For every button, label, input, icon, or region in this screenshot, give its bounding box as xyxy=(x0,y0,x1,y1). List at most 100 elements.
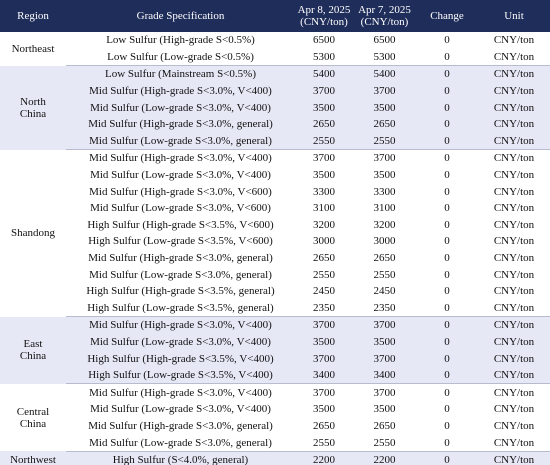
grade-cell: High Sulfur (High-grade S<3.5%, V<400) xyxy=(66,350,295,367)
value-cell: CNY/ton xyxy=(493,235,535,248)
value-cell: CNY/ton xyxy=(478,333,550,351)
grade-cell: Mid Sulfur (Low-grade S<3.0%, V<400) xyxy=(66,99,295,116)
value-cell: CNY/ton xyxy=(493,169,535,182)
value-cell: 0 xyxy=(444,252,450,265)
value-cell: 2650 xyxy=(373,252,396,265)
value-cell: 3400 xyxy=(353,366,416,385)
grade-cell: Mid Sulfur (Low-grade S<3.0%, general) xyxy=(89,268,272,281)
value-cell: 2650 xyxy=(313,419,335,432)
header-cell: Apr 8, 2025 (CNY/ton) xyxy=(295,0,353,32)
value-cell: 0 xyxy=(444,218,450,231)
value-cell: 5300 xyxy=(353,48,416,67)
header-cell: Unit xyxy=(478,0,550,32)
value-cell: CNY/ton xyxy=(493,285,535,298)
value-cell: 0 xyxy=(416,434,478,452)
table-row: High Sulfur (High-grade S<3.5%, V<400) 37… xyxy=(0,350,550,367)
value-cell: 0 xyxy=(416,99,478,116)
grade-cell: High Sulfur (High-grade S<3.5%, general) xyxy=(86,285,275,298)
value-cell: 2550 xyxy=(313,268,335,281)
value-cell: CNY/ton xyxy=(478,99,550,116)
value-cell: 3500 xyxy=(373,169,396,182)
value-cell: 3700 xyxy=(295,350,353,367)
value-cell: 2450 xyxy=(373,285,396,298)
value-cell: 3300 xyxy=(313,185,335,198)
value-cell: 3500 xyxy=(353,333,416,351)
value-cell: 0 xyxy=(444,403,450,416)
table-row: Mid Sulfur (Low-grade S<3.0%, V<400) 3500… xyxy=(0,99,550,116)
value-cell: 3700 xyxy=(295,316,353,334)
value-cell: CNY/ton xyxy=(493,34,535,47)
table-row: Low Sulfur (Low-grade S<0.5%) 5300 5300 0 CN… xyxy=(0,48,550,67)
value-cell: 3100 xyxy=(373,202,396,215)
grade-cell: Mid Sulfur (Low-grade S<3.0%, V<600) xyxy=(90,202,271,215)
region-cell: Shandong xyxy=(11,227,55,240)
value-cell: 3500 xyxy=(313,169,335,182)
grade-cell: Mid Sulfur (High-grade S<3.0%, general) xyxy=(88,419,273,432)
value-cell: 0 xyxy=(444,34,450,47)
value-cell: 2350 xyxy=(353,299,416,318)
table-row: High Sulfur (Low-grade S<3.5%, general) 2… xyxy=(0,299,550,318)
region-cell: Central China xyxy=(16,405,50,430)
grade-cell: Mid Sulfur (High-grade S<3.0%, V<400) xyxy=(66,82,295,100)
grade-cell: High Sulfur (Low-grade S<3.5%, V<600) xyxy=(88,235,273,248)
value-cell: 3700 xyxy=(313,386,335,399)
value-cell: 0 xyxy=(444,268,450,281)
value-cell: CNY/ton xyxy=(493,202,535,215)
region-cell: North China xyxy=(0,65,66,150)
grade-cell: High Sulfur (Low-grade S<3.5%, general) xyxy=(66,299,295,318)
value-cell: CNY/ton xyxy=(478,132,550,151)
value-cell: CNY/ton xyxy=(478,48,550,67)
value-cell: 0 xyxy=(444,202,450,215)
table-row: Mid Sulfur (High-grade S<3.0%, general) 2… xyxy=(0,418,550,435)
value-cell: 3700 xyxy=(353,82,416,100)
value-cell: 0 xyxy=(416,366,478,385)
value-cell: 0 xyxy=(416,65,478,83)
header-row: Region Grade Specification Apr 8, 2025 (CN… xyxy=(0,0,550,32)
value-cell: 2550 xyxy=(353,132,416,151)
value-cell: CNY/ton xyxy=(478,115,550,133)
value-cell: CNY/ton xyxy=(493,419,535,432)
value-cell: 0 xyxy=(444,235,450,248)
table-row: East China Mid Sulfur (High-grade S<3.0%,… xyxy=(0,316,550,384)
region-cell: East China xyxy=(0,316,66,384)
value-cell: CNY/ton xyxy=(478,316,550,334)
value-cell: 0 xyxy=(416,132,478,151)
grade-cell: High Sulfur (S<4.0%, general) xyxy=(66,451,295,465)
grade-cell: Low Sulfur (Mainstream S<0.5%) xyxy=(66,65,295,83)
grade-cell: Mid Sulfur (Low-grade S<3.0%, V<400) xyxy=(90,169,271,182)
value-cell: CNY/ton xyxy=(493,386,535,399)
value-cell: 0 xyxy=(416,350,478,367)
value-cell: 5300 xyxy=(295,48,353,67)
table-row: Mid Sulfur (High-grade S<3.0%, general) 2… xyxy=(0,250,550,267)
value-cell: 2550 xyxy=(353,434,416,452)
grade-cell: High Sulfur (High-grade S<3.5%, V<600) xyxy=(87,218,274,231)
value-cell: 2350 xyxy=(295,299,353,318)
value-cell: CNY/ton xyxy=(478,434,550,452)
grade-cell: Mid Sulfur (High-grade S<3.0%, general) xyxy=(88,252,273,265)
value-cell: 3500 xyxy=(295,99,353,116)
table-row: High Sulfur (High-grade S<3.5%, V<600) 32… xyxy=(0,217,550,234)
value-cell: 3700 xyxy=(313,152,335,165)
grade-cell: High Sulfur (Low-grade S<3.5%, V<400) xyxy=(66,366,295,385)
value-cell: CNY/ton xyxy=(493,268,535,281)
value-cell: 2550 xyxy=(295,132,353,151)
grade-cell: Mid Sulfur (Low-grade S<3.0%, general) xyxy=(66,132,295,151)
value-cell: 0 xyxy=(444,152,450,165)
value-cell: 2650 xyxy=(353,115,416,133)
value-cell: 2550 xyxy=(295,434,353,452)
table-row: Mid Sulfur (Low-grade S<3.0%, V<400) 3500… xyxy=(0,167,550,184)
table-row: Mid Sulfur (High-grade S<3.0%, V<600) 330… xyxy=(0,183,550,200)
value-cell: CNY/ton xyxy=(493,185,535,198)
value-cell: 3500 xyxy=(373,403,396,416)
value-cell: 0 xyxy=(444,169,450,182)
value-cell: 3200 xyxy=(313,218,335,231)
value-cell: 0 xyxy=(416,316,478,334)
value-cell: CNY/ton xyxy=(478,299,550,318)
value-cell: CNY/ton xyxy=(478,451,550,465)
value-cell: CNY/ton xyxy=(493,218,535,231)
table-row: Mid Sulfur (Low-grade S<3.0%, general) 25… xyxy=(0,132,550,151)
table-row: Northeast Low Sulfur (High-grade S<0.5%) 6… xyxy=(0,32,550,54)
value-cell: 3100 xyxy=(313,202,335,215)
